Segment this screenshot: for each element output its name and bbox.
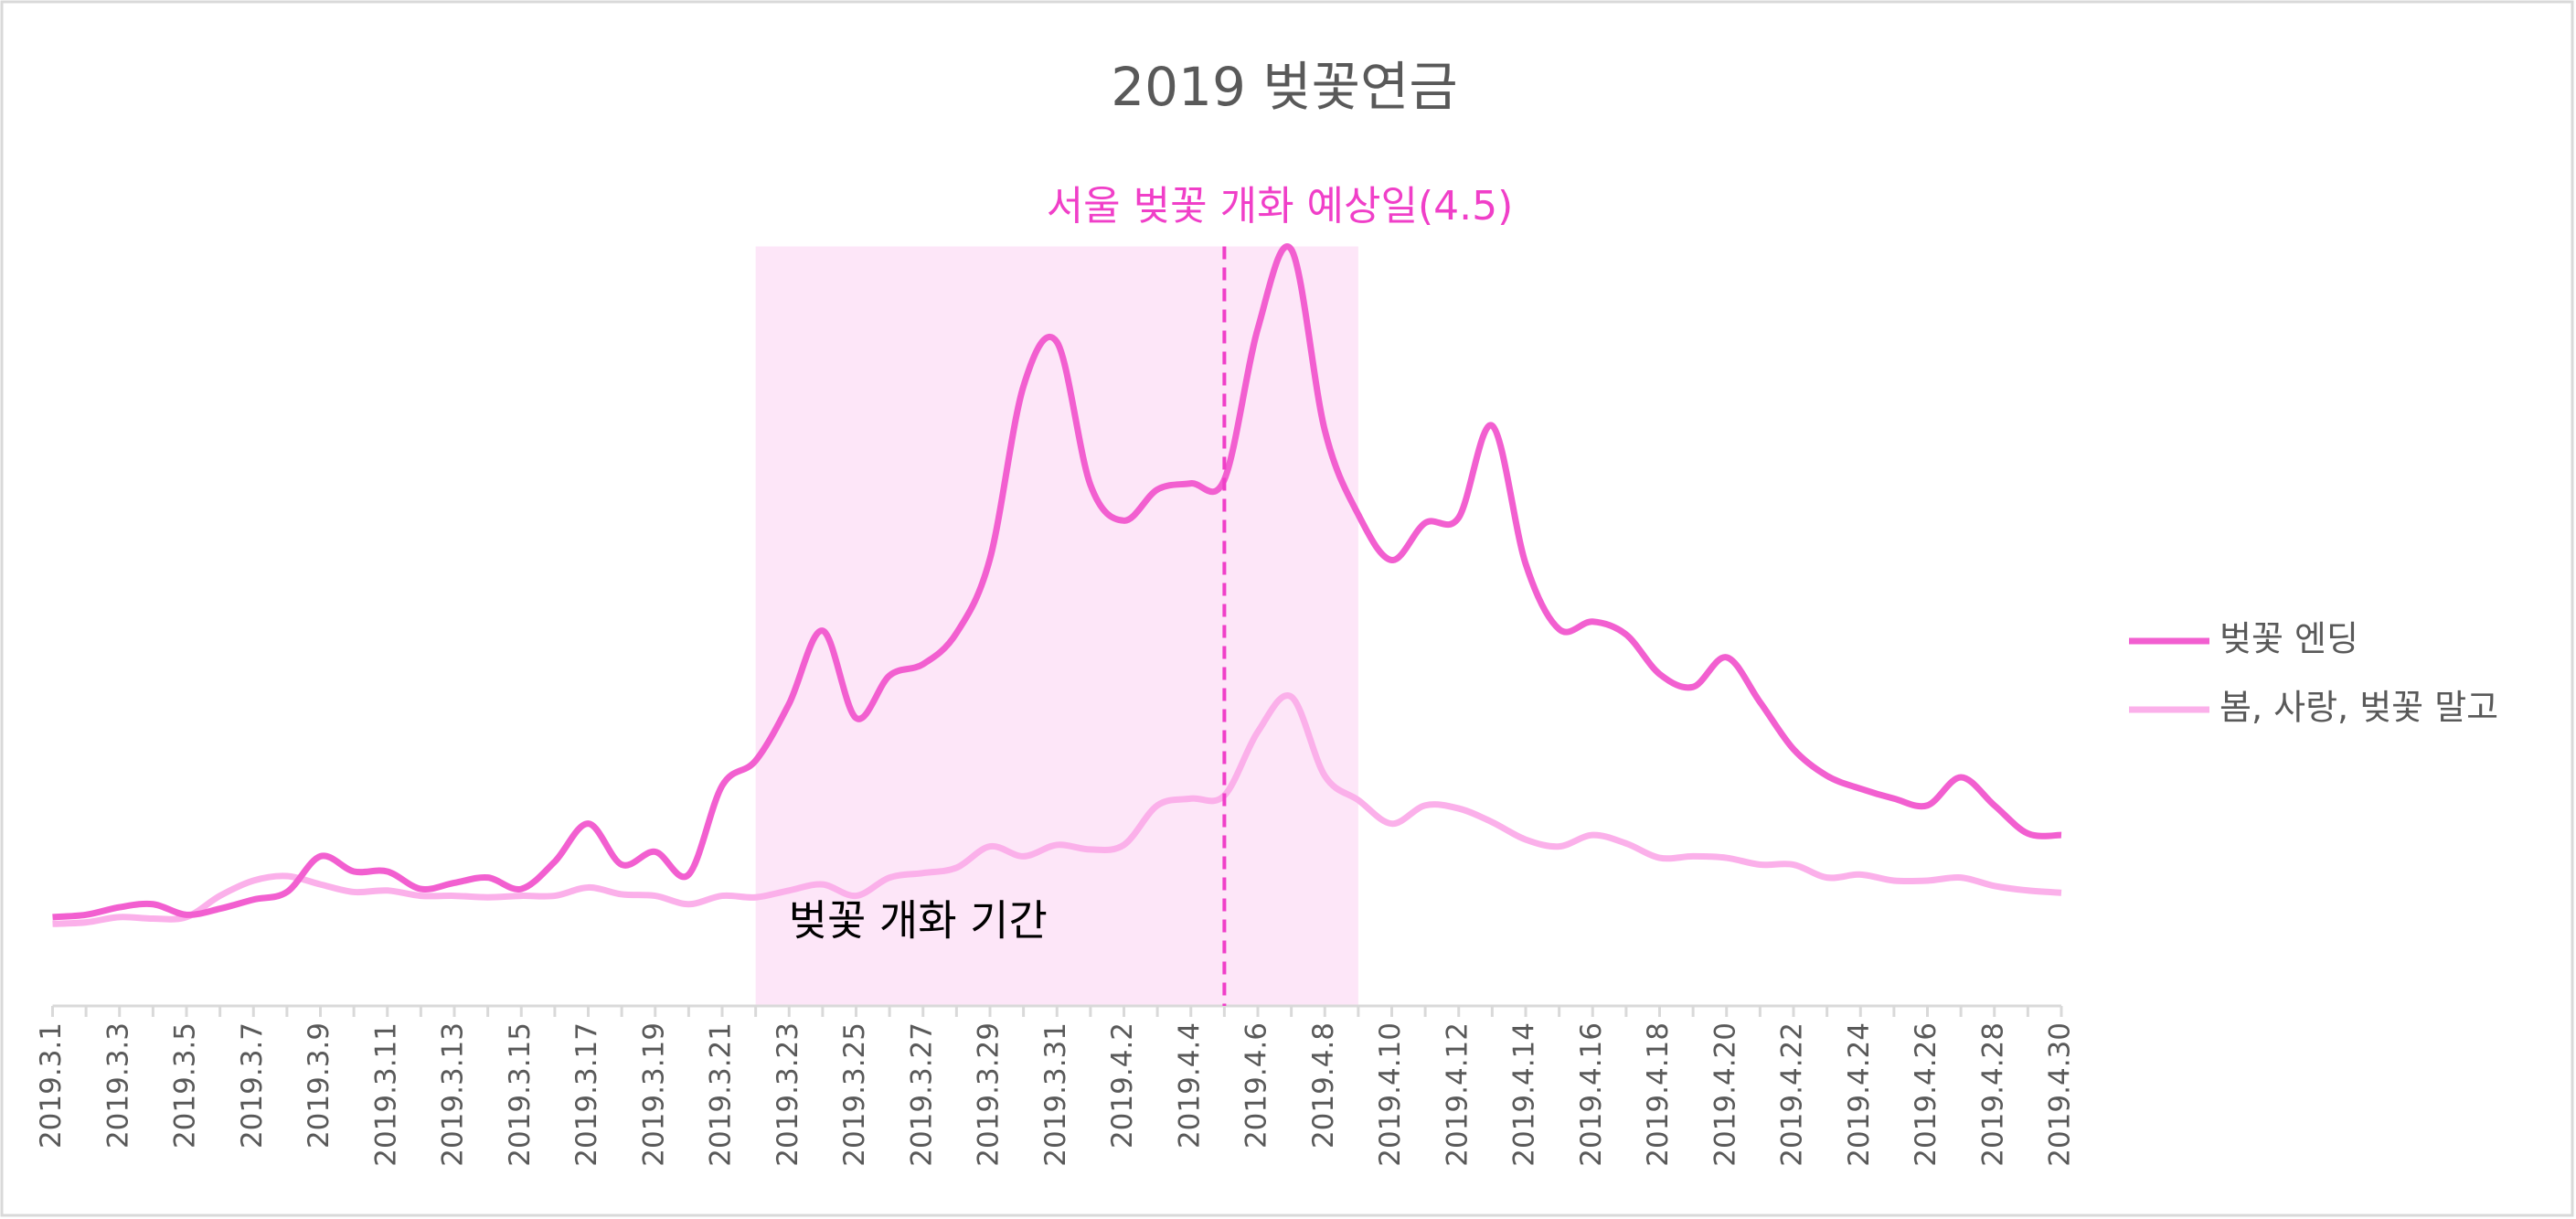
legend-label: 봄, 사랑, 벚꽃 말고 [2219, 688, 2498, 728]
series-line [52, 243, 2062, 921]
x-tick-label: 2019.3.29 [973, 1022, 1006, 1167]
highlight-band [755, 246, 1358, 1006]
x-tick-label: 2019.3.3 [101, 1022, 134, 1149]
x-tick-label: 2019.4.2 [1106, 1022, 1139, 1149]
x-tick-label: 2019.3.17 [570, 1022, 603, 1167]
x-tick-label: 2019.3.1 [35, 1022, 68, 1149]
x-tick-label: 2019.3.27 [905, 1022, 938, 1167]
x-tick-label: 2019.4.8 [1307, 1022, 1340, 1149]
x-tick-label: 2019.4.22 [1776, 1022, 1809, 1167]
x-tick-label: 2019.4.10 [1374, 1022, 1407, 1167]
x-tick-label: 2019.3.15 [504, 1022, 537, 1167]
x-tick-label: 2019.3.13 [437, 1022, 470, 1167]
x-tick-label: 2019.4.12 [1441, 1022, 1474, 1167]
highlight-label: 벚꽃 개화 기간 [789, 896, 1048, 946]
x-tick-label: 2019.3.23 [772, 1022, 804, 1167]
x-tick-label: 2019.4.20 [1708, 1022, 1741, 1167]
marker-label: 서울 벚꽃 개화 예상일(4.5) [1047, 183, 1514, 230]
x-tick-label: 2019.4.30 [2044, 1022, 2077, 1167]
x-tick-label: 2019.3.5 [169, 1022, 202, 1149]
x-tick-label: 2019.4.18 [1642, 1022, 1675, 1167]
legend-label: 벚꽃 엔딩 [2219, 619, 2358, 659]
x-tick-label: 2019.4.6 [1240, 1022, 1273, 1149]
x-tick-label: 2019.3.11 [369, 1022, 402, 1167]
x-tick-label: 2019.3.9 [303, 1022, 335, 1149]
x-tick-label: 2019.4.28 [1976, 1022, 2009, 1167]
x-tick-label: 2019.3.31 [1039, 1022, 1072, 1167]
x-tick-label: 2019.4.14 [1508, 1022, 1541, 1167]
x-tick-label: 2019.3.19 [637, 1022, 670, 1167]
x-tick-label: 2019.3.25 [838, 1022, 871, 1167]
x-tick-label: 2019.4.24 [1843, 1022, 1876, 1167]
chart-title: 2019 벚꽃연금 [1111, 56, 1457, 118]
x-tick-label: 2019.4.16 [1575, 1022, 1608, 1167]
x-tick-label: 2019.4.26 [1910, 1022, 1943, 1167]
x-tick-label: 2019.3.21 [705, 1022, 738, 1167]
x-tick-label: 2019.3.7 [236, 1022, 269, 1149]
x-tick-label: 2019.4.4 [1173, 1022, 1206, 1149]
series-line [52, 692, 2062, 927]
